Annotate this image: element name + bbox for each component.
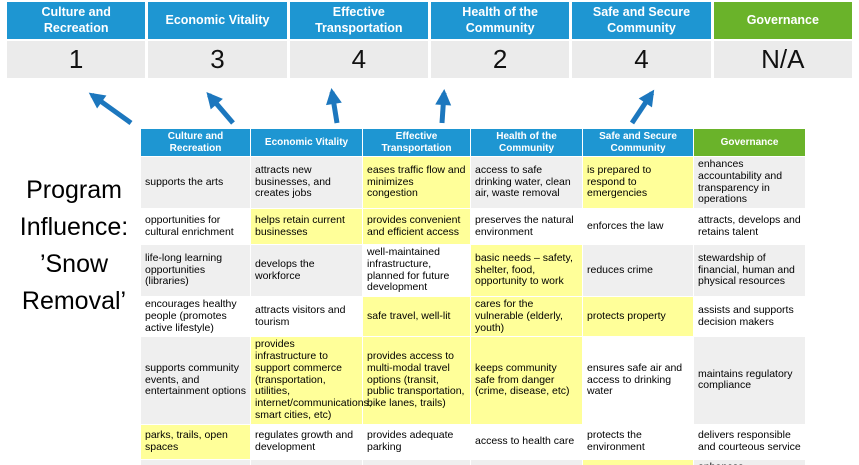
priority-score-5: 4 xyxy=(572,41,711,78)
matrix-row-5: supports community events, and entertain… xyxy=(140,336,806,425)
influence-matrix: Culture and Recreation Economic Vitality E… xyxy=(140,128,806,465)
matrix-cell: delivers responsible and courteous servi… xyxy=(693,423,806,460)
matrix-cell: attracts new businesses, and creates job… xyxy=(250,156,363,209)
matrix-cell: keeps community safe from danger (crime,… xyxy=(470,336,583,425)
priority-header-6: Governance xyxy=(713,2,852,39)
matrix-body: supports the arts attracts new businesses… xyxy=(140,156,806,465)
matrix-cell: maintains regulatory compliance xyxy=(693,336,806,425)
matrix-cell: eases traffic flow and minimizes congest… xyxy=(362,156,471,209)
arrow-up-icon xyxy=(435,89,452,124)
matrix-cell: provides access to multi-modal travel op… xyxy=(362,336,471,425)
matrix-cell: safe travel, well-lit xyxy=(362,295,471,338)
priority-score-6: N/A xyxy=(713,41,852,78)
matrix-cell: life-long learning opportunities (librar… xyxy=(140,244,251,297)
matrix-cell: preserves the natural environment xyxy=(470,208,583,245)
matrix-cell: encourages healthy people (promotes acti… xyxy=(140,295,251,338)
matrix-cell: develops the workforce xyxy=(250,244,363,297)
priority-header-1: Culture and Recreation xyxy=(7,2,146,39)
priority-header-2: Economic Vitality xyxy=(148,2,287,39)
matrix-cell: access to safe drinking water, clean air… xyxy=(470,156,583,209)
priority-header-3: Effective Transportation xyxy=(289,2,428,39)
matrix-cell: regulates growth and development xyxy=(250,423,363,460)
matrix-cell: assists and supports decision makers xyxy=(693,295,806,338)
matrix-header-cell-6: Governance xyxy=(693,128,806,157)
matrix-wrap: Culture and Recreation Economic Vitality E… xyxy=(140,128,806,465)
matrix-cell: provides safe travel and mobility xyxy=(582,458,694,465)
matrix-cell: reduces crime xyxy=(582,244,694,297)
matrix-cell: stewardship of financial, human and phys… xyxy=(693,244,806,297)
priority-banner: Culture and Recreation Economic Vitality E… xyxy=(7,2,852,39)
matrix-cell: well-maintained infrastructure, planned … xyxy=(362,244,471,297)
matrix-cell: access to health care xyxy=(470,423,583,460)
matrix-header-cell-3: Effective Transportation xyxy=(362,128,471,157)
matrix-cell: attracts, develops and retains talent xyxy=(693,208,806,245)
matrix-cell: is prepared to respond to emergencies xyxy=(582,156,694,209)
matrix-header-cell-5: Safe and Secure Community xyxy=(582,128,694,157)
matrix-cell: vibrant downtown xyxy=(250,458,363,465)
matrix-cell: protects property xyxy=(582,295,694,338)
priority-score-4: 2 xyxy=(430,41,570,78)
matrix-cell: attracts visitors and tourism xyxy=(250,295,363,338)
influence-arrows xyxy=(88,88,655,126)
matrix-row-3: life-long learning opportunities (librar… xyxy=(140,244,806,297)
matrix-cell: provides convenient and efficient access xyxy=(362,208,471,245)
matrix-cell: access to safe drinking water, clean air… xyxy=(470,458,583,465)
priority-header-4: Health of the Community xyxy=(430,2,570,39)
matrix-cell: enforces the law xyxy=(582,208,694,245)
matrix-row-6: parks, trails, open spaces regulates grow… xyxy=(140,423,806,460)
priority-header-5: Safe and Secure Community xyxy=(572,2,711,39)
matrix-cell: supports community events, and entertain… xyxy=(140,336,251,425)
matrix-cell: provides infrastructure to support comme… xyxy=(250,336,372,425)
matrix-cell: basic needs – safety, shelter, food, opp… xyxy=(470,244,583,297)
matrix-cell: cares for the vulnerable (elderly, youth… xyxy=(470,295,583,338)
priority-score-3: 4 xyxy=(289,41,428,78)
matrix-cell: opportunities for cultural enrichment xyxy=(140,208,251,245)
matrix-cell: walkable community xyxy=(362,458,471,465)
matrix-header-row: Culture and Recreation Economic Vitality E… xyxy=(140,128,806,157)
matrix-header-cell-1: Culture and Recreation xyxy=(140,128,251,157)
matrix-row-1: supports the arts attracts new businesses… xyxy=(140,156,806,209)
matrix-cell: supports the arts xyxy=(140,156,251,209)
matrix-row-7: vibrant downtownwalkable communityaccess… xyxy=(140,458,806,465)
score-row: 1 3 4 2 4 N/A xyxy=(7,41,852,78)
matrix-header-cell-2: Economic Vitality xyxy=(250,128,363,157)
matrix-cell: helps retain current businesses xyxy=(250,208,363,245)
matrix-row-4: encourages healthy people (promotes acti… xyxy=(140,295,806,338)
matrix-cell: protects the environment xyxy=(582,423,694,460)
arrow-up-icon xyxy=(629,89,655,125)
matrix-header-cell-4: Health of the Community xyxy=(470,128,583,157)
arrow-up-icon xyxy=(326,88,342,124)
matrix-cell: parks, trails, open spaces xyxy=(140,423,251,460)
matrix-cell: enhances accountability and transparency… xyxy=(693,458,806,465)
arrow-up-icon xyxy=(206,91,235,125)
page-title: Program Influence: ’Snow Removal’ xyxy=(19,176,129,315)
arrow-up-icon xyxy=(88,92,133,126)
priority-score-2: 3 xyxy=(148,41,287,78)
priority-score-1: 1 xyxy=(7,41,146,78)
matrix-cell: enhances accountability and transparency… xyxy=(693,156,806,209)
matrix-cell: ensures safe air and access to drinking … xyxy=(582,336,694,425)
matrix-cell: provides adequate parking xyxy=(362,423,471,460)
matrix-cell xyxy=(140,458,251,465)
matrix-row-2: opportunities for cultural enrichment hel… xyxy=(140,208,806,245)
